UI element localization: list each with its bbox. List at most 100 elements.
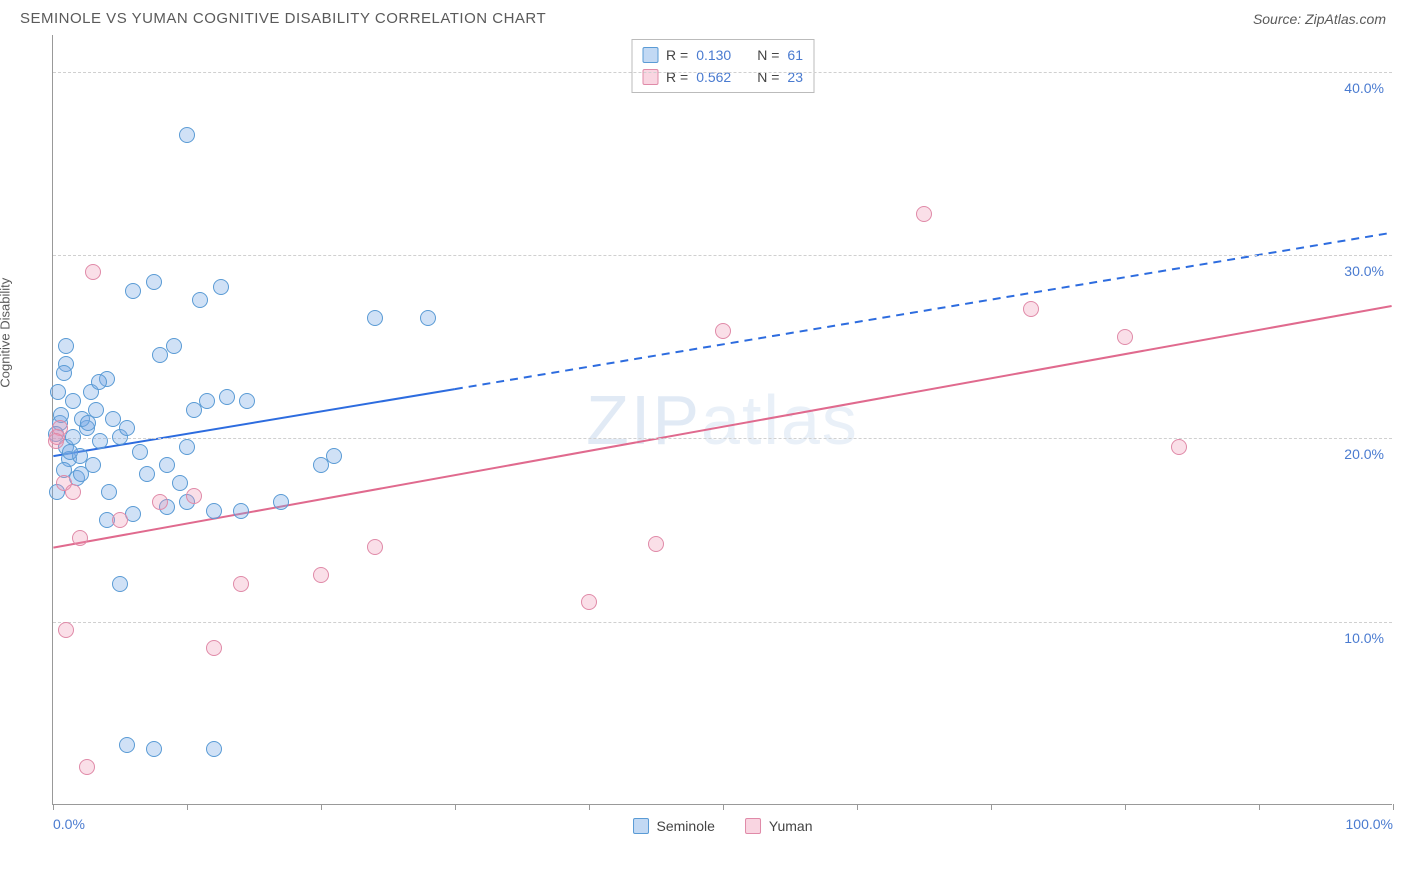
data-point-seminole <box>313 457 329 473</box>
yaxis-label: Cognitive Disability <box>0 278 13 388</box>
legend-swatch-pink <box>745 818 761 834</box>
data-point-seminole <box>65 393 81 409</box>
xtick <box>991 804 992 810</box>
legend-row-yuman: R = 0.562 N = 23 <box>642 66 803 88</box>
data-point-yuman <box>112 512 128 528</box>
data-point-seminole <box>219 389 235 405</box>
xtick-label: 0.0% <box>53 816 85 832</box>
ytick-label: 20.0% <box>1344 446 1384 462</box>
xtick <box>857 804 858 810</box>
data-point-yuman <box>367 539 383 555</box>
watermark-bold: ZIP <box>586 381 701 459</box>
data-point-yuman <box>581 594 597 610</box>
data-point-seminole <box>166 338 182 354</box>
legend-label: Seminole <box>657 818 715 834</box>
data-point-seminole <box>239 393 255 409</box>
watermark: ZIPatlas <box>586 380 859 460</box>
legend-swatch-blue <box>642 47 658 63</box>
data-point-seminole <box>273 494 289 510</box>
legend-n-label: N = <box>757 66 779 88</box>
plot-wrapper: Cognitive Disability ZIPatlas R = 0.130 … <box>10 35 1396 835</box>
data-point-yuman <box>48 433 64 449</box>
legend-item-seminole: Seminole <box>633 818 715 834</box>
data-point-yuman <box>206 640 222 656</box>
xtick <box>723 804 724 810</box>
chart-header: SEMINOLE VS YUMAN COGNITIVE DISABILITY C… <box>10 10 1396 35</box>
data-point-seminole <box>132 444 148 460</box>
data-point-seminole <box>192 292 208 308</box>
data-point-seminole <box>172 475 188 491</box>
data-point-seminole <box>206 741 222 757</box>
data-point-yuman <box>152 494 168 510</box>
data-point-yuman <box>79 759 95 775</box>
data-point-yuman <box>1117 329 1133 345</box>
legend-n-label: N = <box>757 44 779 66</box>
data-point-seminole <box>92 433 108 449</box>
data-point-seminole <box>206 503 222 519</box>
chart-source: Source: ZipAtlas.com <box>1253 11 1386 27</box>
data-point-seminole <box>326 448 342 464</box>
ytick-label: 40.0% <box>1344 80 1384 96</box>
data-point-yuman <box>72 530 88 546</box>
xtick <box>187 804 188 810</box>
data-point-yuman <box>715 323 731 339</box>
ytick-label: 10.0% <box>1344 630 1384 646</box>
data-point-seminole <box>125 283 141 299</box>
xtick <box>1259 804 1260 810</box>
data-point-seminole <box>112 576 128 592</box>
gridline <box>53 255 1392 256</box>
xtick <box>53 804 54 810</box>
gridline <box>53 72 1392 73</box>
xtick <box>1393 804 1394 810</box>
data-point-yuman <box>233 576 249 592</box>
plot-area: ZIPatlas R = 0.130 N = 61 R = 0.562 N = <box>52 35 1392 805</box>
data-point-seminole <box>179 439 195 455</box>
data-point-yuman <box>648 536 664 552</box>
data-point-yuman <box>1023 301 1039 317</box>
legend-label: Yuman <box>769 818 813 834</box>
legend-top: R = 0.130 N = 61 R = 0.562 N = 23 <box>631 39 814 93</box>
chart-title: SEMINOLE VS YUMAN COGNITIVE DISABILITY C… <box>20 10 546 27</box>
data-point-yuman <box>186 488 202 504</box>
gridline <box>53 438 1392 439</box>
data-point-seminole <box>199 393 215 409</box>
trend-lines <box>53 35 1392 804</box>
data-point-seminole <box>119 737 135 753</box>
data-point-seminole <box>420 310 436 326</box>
legend-bottom: Seminole Yuman <box>633 818 813 834</box>
data-point-seminole <box>139 466 155 482</box>
data-point-seminole <box>179 127 195 143</box>
legend-n-value: 61 <box>787 44 803 66</box>
data-point-seminole <box>146 741 162 757</box>
xtick <box>1125 804 1126 810</box>
data-point-seminole <box>101 484 117 500</box>
data-point-seminole <box>58 338 74 354</box>
data-point-yuman <box>916 206 932 222</box>
gridline <box>53 622 1392 623</box>
legend-r-label: R = <box>666 66 688 88</box>
data-point-yuman <box>1171 439 1187 455</box>
data-point-yuman <box>313 567 329 583</box>
data-point-seminole <box>56 365 72 381</box>
xtick <box>589 804 590 810</box>
legend-item-yuman: Yuman <box>745 818 813 834</box>
data-point-seminole <box>62 444 78 460</box>
data-point-seminole <box>119 420 135 436</box>
watermark-thin: atlas <box>701 381 859 459</box>
chart-container: SEMINOLE VS YUMAN COGNITIVE DISABILITY C… <box>10 10 1396 882</box>
data-point-seminole <box>213 279 229 295</box>
data-point-yuman <box>85 264 101 280</box>
data-point-seminole <box>80 415 96 431</box>
legend-r-value: 0.130 <box>696 44 731 66</box>
data-point-seminole <box>50 384 66 400</box>
data-point-yuman <box>58 622 74 638</box>
data-point-seminole <box>233 503 249 519</box>
legend-r-label: R = <box>666 44 688 66</box>
ytick-label: 30.0% <box>1344 263 1384 279</box>
xtick <box>455 804 456 810</box>
legend-row-seminole: R = 0.130 N = 61 <box>642 44 803 66</box>
data-point-seminole <box>367 310 383 326</box>
legend-n-value: 23 <box>787 66 803 88</box>
data-point-seminole <box>159 457 175 473</box>
legend-r-value: 0.562 <box>696 66 731 88</box>
